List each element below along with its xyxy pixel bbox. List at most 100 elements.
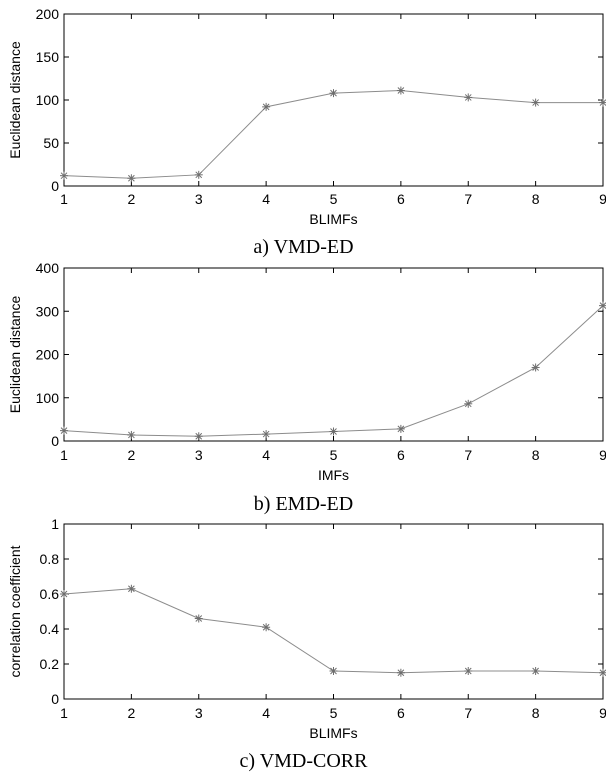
- y-tick-label: 0: [51, 433, 59, 449]
- x-tick-label: 3: [195, 447, 203, 463]
- x-tick-label: 7: [464, 447, 472, 463]
- data-point-marker: [262, 430, 271, 439]
- x-tick-label: 5: [330, 705, 338, 721]
- data-point-marker: [599, 301, 606, 310]
- data-point-marker: [531, 363, 540, 372]
- y-tick-label: 200: [36, 347, 60, 363]
- data-point-marker: [599, 668, 606, 677]
- x-tick-label: 3: [195, 191, 203, 207]
- series-line: [63, 588, 604, 674]
- y-tick-label: 100: [36, 390, 60, 406]
- data-point-marker: [194, 432, 203, 441]
- x-tick-label: 8: [532, 191, 540, 207]
- y-tick-label: 150: [36, 49, 60, 65]
- data-point-marker: [329, 667, 338, 675]
- chart-panel-2: 0 100 200 300 400 1 2 3 4 5 6 7 8 9 IMFs Euclidean dist…: [7, 260, 606, 515]
- x-tick-label: 4: [262, 191, 270, 207]
- marker-stroke: [195, 432, 203, 440]
- marker-stroke: [262, 103, 270, 111]
- x-tick-label: 4: [262, 447, 270, 463]
- marker-stroke: [60, 590, 68, 598]
- marker-stroke: [330, 89, 337, 97]
- y-tick-label: 100: [36, 92, 60, 108]
- panel-caption: a) VMD-ED: [253, 236, 353, 258]
- data-point-marker: [262, 102, 271, 111]
- x-tick-label: 3: [195, 705, 203, 721]
- marker-stroke: [599, 302, 606, 309]
- marker-stroke: [464, 94, 472, 101]
- x-axis-label: BLIMFs: [309, 211, 357, 227]
- data-point-marker: [464, 667, 473, 675]
- data-point-marker: [194, 614, 203, 623]
- y-tick-label: 0.6: [40, 586, 60, 602]
- panel-caption: b) EMD-ED: [254, 493, 353, 515]
- y-tick-label: 0: [51, 691, 59, 707]
- marker-stroke: [464, 667, 472, 675]
- y-tick-label: 200: [36, 6, 60, 22]
- x-tick-label: 6: [397, 191, 405, 207]
- x-tick-label: 1: [60, 705, 68, 721]
- y-tick-label: 0.2: [40, 656, 60, 672]
- x-tick-label: 9: [599, 447, 606, 463]
- x-tick-label: 8: [532, 447, 540, 463]
- data-point-marker: [127, 174, 136, 183]
- marker-stroke: [195, 171, 203, 179]
- x-tick-label: 1: [60, 447, 68, 463]
- plot-area-frame: [63, 267, 604, 442]
- marker-stroke: [195, 615, 203, 622]
- data-point-marker: [60, 426, 68, 435]
- marker-stroke: [397, 669, 405, 677]
- series-line: [63, 90, 603, 179]
- x-tick-label: 5: [330, 447, 338, 463]
- chart-panel-1: 0 50 100 150 200 1 2 3 4 5 6 7 8 9 BLIMFs Euclidean dis…: [7, 6, 606, 258]
- marker-stroke: [532, 99, 539, 106]
- x-tick-label: 7: [464, 191, 472, 207]
- marker-stroke: [464, 400, 472, 408]
- y-tick-label: 0: [51, 178, 59, 194]
- y-tick-label: 0.8: [40, 551, 60, 567]
- x-tick-label: 5: [330, 191, 338, 207]
- data-point-marker: [194, 170, 203, 179]
- data-point-marker: [396, 668, 405, 677]
- y-tick-label: 400: [36, 260, 60, 276]
- y-tick-label: 1: [51, 516, 59, 532]
- y-axis-label: Euclidean distance: [7, 41, 23, 159]
- marker-stroke: [330, 667, 337, 675]
- x-tick-label: 9: [599, 705, 606, 721]
- x-tick-label: 6: [397, 705, 405, 721]
- panel-caption: c) VMD-CORR: [240, 750, 369, 772]
- marker-stroke: [599, 669, 606, 677]
- plot-area-frame: [63, 13, 604, 187]
- y-tick-label: 50: [43, 135, 59, 151]
- x-tick-label: 6: [397, 447, 405, 463]
- marker-stroke: [599, 99, 606, 106]
- chart-panel-3: 0 0.2 0.4 0.6 0.8 1 1 2 3 4 5 6 7 8 9 BLIMFs correlation…: [7, 516, 606, 772]
- x-tick-label: 7: [464, 705, 472, 721]
- x-tick-label: 2: [127, 447, 135, 463]
- marker-stroke: [128, 585, 135, 593]
- marker-stroke: [532, 667, 539, 675]
- data-point-marker: [599, 98, 606, 107]
- x-axis-label: BLIMFs: [309, 725, 357, 741]
- data-point-marker: [396, 424, 405, 433]
- x-tick-label: 2: [127, 705, 135, 721]
- marker-stroke: [532, 364, 539, 371]
- data-point-marker: [531, 667, 540, 675]
- data-point-marker: [464, 399, 473, 408]
- marker-stroke: [128, 174, 135, 182]
- y-axis-label: correlation coefficient: [7, 545, 23, 677]
- data-point-marker: [396, 86, 405, 95]
- data-point-marker: [531, 98, 540, 107]
- x-tick-label: 9: [599, 191, 606, 207]
- data-point-marker: [329, 89, 338, 98]
- marker-stroke: [397, 87, 405, 94]
- data-point-marker: [60, 171, 68, 180]
- data-point-marker: [464, 93, 473, 102]
- y-axis-label: Euclidean distance: [7, 296, 23, 414]
- data-point-marker: [262, 623, 271, 632]
- marker-stroke: [262, 623, 270, 631]
- marker-stroke: [60, 427, 68, 434]
- x-tick-label: 2: [127, 191, 135, 207]
- marker-stroke: [60, 172, 68, 180]
